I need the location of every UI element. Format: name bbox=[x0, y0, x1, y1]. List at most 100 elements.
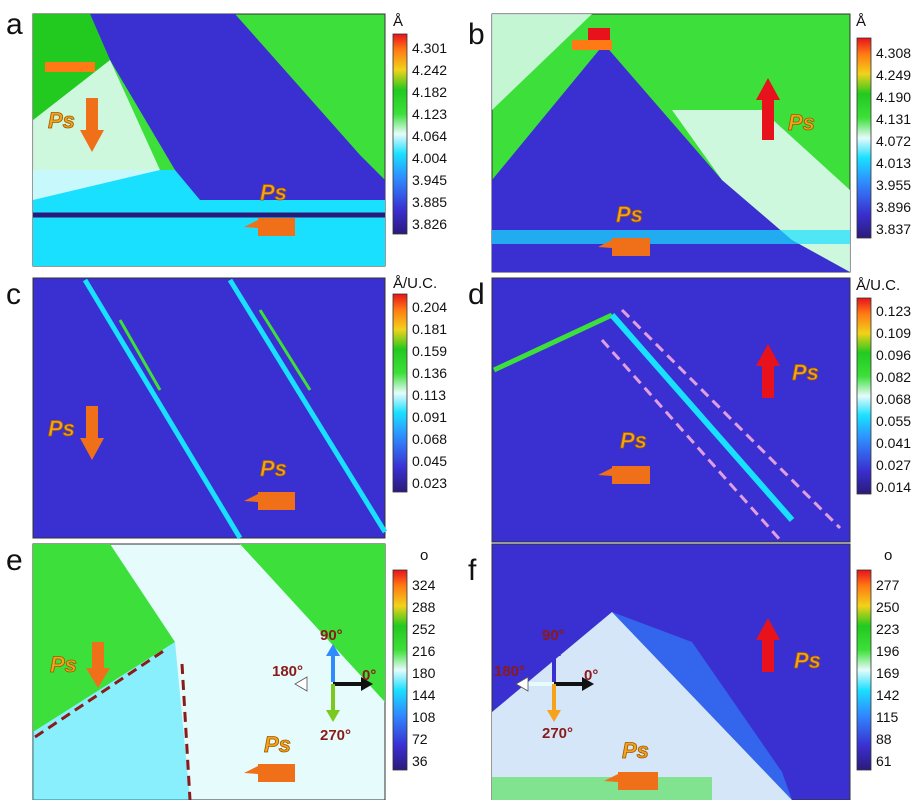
ps-label: Ps bbox=[622, 738, 649, 763]
panel-letter: f bbox=[468, 554, 477, 587]
colorbar-unit: Å/U.C. bbox=[393, 275, 437, 292]
polarization-arrow: Ps Ps bbox=[604, 618, 821, 790]
domain-region-cyan bbox=[33, 170, 385, 266]
colorbar-tick: 0.082 bbox=[876, 369, 911, 385]
colorbar-tick: 0.123 bbox=[876, 303, 911, 319]
colorbar-tick: 4.013 bbox=[876, 155, 911, 171]
domain-wall-line bbox=[227, 278, 388, 534]
colorbar-tick: 4.308 bbox=[876, 45, 911, 61]
colorbar-tick: 0.055 bbox=[876, 413, 911, 429]
compass-label-right: 0° bbox=[362, 667, 376, 684]
compass-label-down: 270° bbox=[320, 727, 351, 744]
domain-region-green-left bbox=[33, 544, 175, 732]
panel-d-figure bbox=[491, 277, 851, 543]
polarization-arrow: Ps Ps bbox=[598, 344, 819, 484]
colorbar-tick: 3.837 bbox=[876, 221, 911, 237]
compass-label-up: 90° bbox=[542, 627, 565, 644]
colorbar-tick: 0.113 bbox=[412, 387, 446, 403]
colorbar-tick: 36 bbox=[412, 753, 428, 769]
colorbar-tick: 61 bbox=[876, 753, 892, 769]
colorbar-tick: 4.190 bbox=[876, 89, 911, 105]
panel-letter: e bbox=[6, 544, 23, 577]
colorbar-tick: 0.159 bbox=[412, 343, 447, 359]
colorbar-unit: Å/U.C. bbox=[856, 277, 900, 294]
domain-wall-line bbox=[258, 309, 312, 391]
colorbar-tick: 4.072 bbox=[876, 133, 911, 149]
polarization-arrow: Ps Ps bbox=[50, 642, 295, 782]
polarization-arrow: Ps Ps bbox=[48, 406, 295, 510]
colorbar-tick: 4.064 bbox=[412, 128, 447, 144]
compass-label-down: 270° bbox=[542, 725, 573, 742]
colorbar-tick: 0.136 bbox=[412, 365, 447, 381]
domain-wall-dashed bbox=[600, 339, 784, 543]
ps-label: Ps bbox=[50, 652, 77, 677]
domain-stripe bbox=[492, 230, 850, 244]
panel-letter: c bbox=[6, 278, 21, 311]
colorbar-tick: 252 bbox=[412, 621, 436, 637]
colorbar: o 324 288 252 216 180 144 108 72 36 bbox=[392, 547, 436, 771]
colorbar-ticks: 4.301 4.242 4.182 4.123 4.064 4.004 3.94… bbox=[412, 40, 447, 232]
panel-e: e Ps Ps 90° 180° 0° 270° o 324 288 252 bbox=[0, 542, 462, 800]
colorbar: o 277 250 223 196 169 142 115 88 61 bbox=[856, 547, 900, 771]
colorbar-tick: 4.004 bbox=[412, 150, 447, 166]
colorbar-tick: 0.096 bbox=[876, 347, 911, 363]
panel-b: b Ps Ps Å 4.308 4.249 4.190 4.131 4.072 … bbox=[462, 0, 924, 273]
colorbar-unit: Å bbox=[393, 13, 403, 30]
colorbar-tick: 277 bbox=[876, 577, 900, 593]
colorbar-ticks: 277 250 223 196 169 142 115 88 61 bbox=[876, 577, 900, 769]
colorbar-tick: 223 bbox=[876, 621, 900, 637]
panel-letter: d bbox=[468, 278, 485, 311]
ps-label: Ps bbox=[264, 732, 291, 757]
colorbar-tick: 180 bbox=[412, 665, 436, 681]
hot-spot bbox=[588, 28, 610, 40]
domain-wall-dashed bbox=[180, 663, 192, 800]
colorbar-tick: 196 bbox=[876, 643, 900, 659]
ps-label: Ps bbox=[48, 416, 75, 441]
heatmap-frame bbox=[491, 277, 851, 543]
colorbar-tick: 88 bbox=[876, 731, 892, 747]
colorbar-tick: 3.955 bbox=[876, 177, 911, 193]
colorbar: Å 4.301 4.242 4.182 4.123 4.064 4.004 3.… bbox=[392, 13, 447, 235]
colorbar-tick: 115 bbox=[876, 709, 899, 725]
panel-letter: a bbox=[6, 8, 23, 41]
colorbar-tick: 216 bbox=[412, 643, 436, 659]
colorbar-tick: 0.041 bbox=[876, 435, 911, 451]
domain-region-light bbox=[492, 612, 792, 800]
colorbar-tick: 3.885 bbox=[412, 194, 447, 210]
colorbar-tick: 324 bbox=[412, 577, 436, 593]
colorbar-tick: 0.068 bbox=[412, 431, 447, 447]
ps-label: Ps bbox=[48, 108, 75, 133]
colorbar-unit: o bbox=[420, 547, 428, 564]
colorbar-unit: Å bbox=[856, 13, 866, 30]
domain-region-light-upper bbox=[492, 14, 592, 110]
colorbar-tick: 142 bbox=[876, 687, 900, 703]
panel-f-figure bbox=[491, 543, 851, 800]
domain-region-green-right bbox=[240, 544, 385, 702]
compass-label-left: 180° bbox=[494, 663, 525, 680]
hot-spot bbox=[45, 62, 95, 72]
colorbar-unit: o bbox=[884, 547, 892, 564]
colorbar-tick: 108 bbox=[412, 709, 436, 725]
colorbar-tick: 0.109 bbox=[876, 325, 911, 341]
colorbar-tick: 0.068 bbox=[876, 391, 911, 407]
compass-label-left: 180° bbox=[272, 663, 303, 680]
colorbar-ticks: 0.204 0.181 0.159 0.136 0.113 0.091 0.06… bbox=[412, 299, 447, 491]
compass-label-right: 0° bbox=[584, 667, 598, 684]
colorbar-tick: 0.181 bbox=[412, 321, 447, 337]
panel-f: f Ps Ps 90° 180° 0° 270° o 277 250 223 1… bbox=[462, 542, 924, 800]
ps-label: Ps bbox=[788, 110, 815, 135]
colorbar-tick: 3.826 bbox=[412, 216, 447, 232]
colorbar-tick: 0.014 bbox=[876, 479, 911, 495]
colorbar-tick: 0.045 bbox=[412, 453, 447, 469]
colorbar-ticks: 4.308 4.249 4.190 4.131 4.072 4.013 3.95… bbox=[876, 45, 911, 237]
hot-spot bbox=[572, 40, 612, 50]
panel-d: d Ps Ps Å/U.C. 0.123 0.109 0.096 0.082 0… bbox=[462, 270, 924, 543]
domain-wall-dashed bbox=[34, 648, 166, 739]
colorbar-tick: 72 bbox=[412, 731, 428, 747]
colorbar-tick: 0.204 bbox=[412, 299, 447, 315]
angle-compass: 90° 180° 0° 270° bbox=[494, 627, 598, 742]
colorbar-tick: 0.027 bbox=[876, 457, 911, 473]
panel-c: c Ps Ps Å/U.C. 0.204 0.181 0.159 0.136 0… bbox=[0, 270, 462, 542]
ps-label: Ps bbox=[260, 180, 287, 205]
panel-letter: b bbox=[468, 18, 485, 51]
